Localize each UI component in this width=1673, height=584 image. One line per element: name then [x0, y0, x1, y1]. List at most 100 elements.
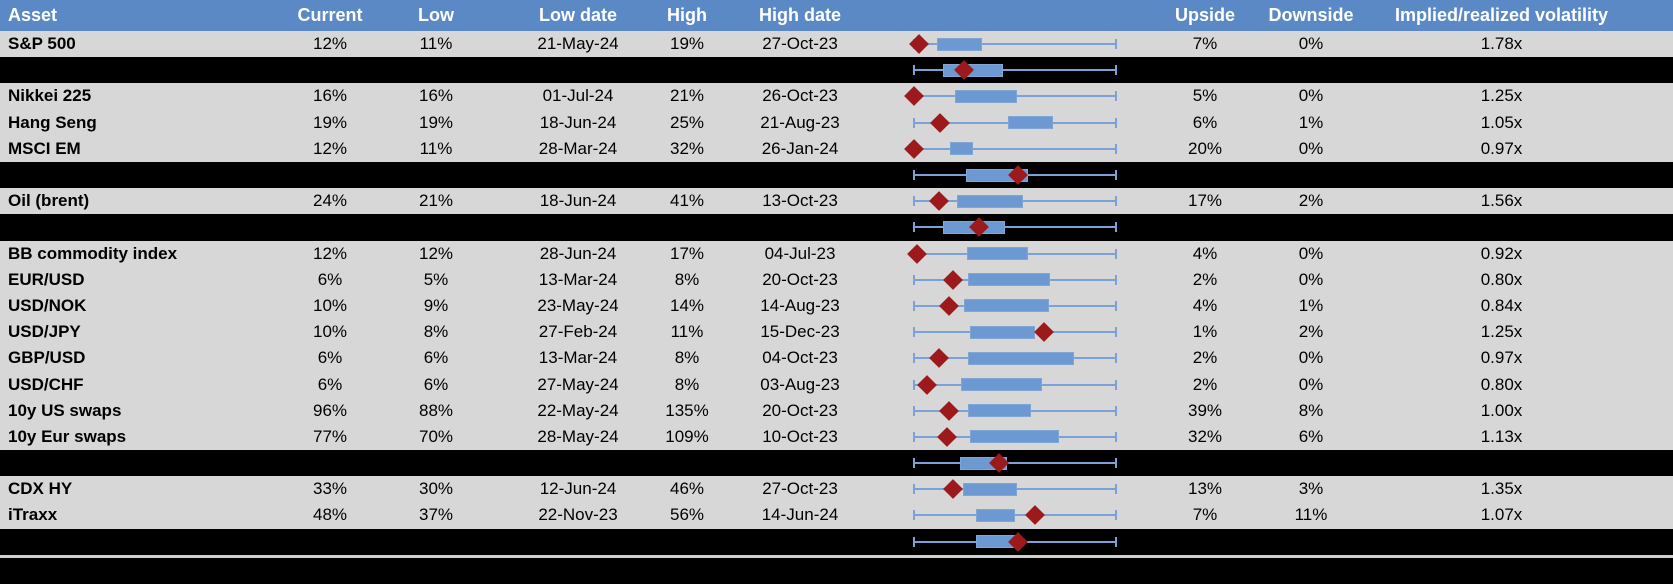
- cell-high_date: 04-Jul-23: [764, 243, 836, 263]
- cell-current: [290, 214, 378, 240]
- cell-low: [378, 558, 484, 584]
- current-diamond-marker: [938, 296, 959, 316]
- cell-range: [870, 529, 1150, 555]
- cell-vol: [1380, 529, 1673, 555]
- range-boxplot: [913, 529, 1117, 555]
- cell-downside: 0%: [1298, 269, 1324, 289]
- cell-range: [870, 57, 1150, 83]
- cell-upside: 6%: [1192, 112, 1218, 132]
- cell-low: 70%: [418, 426, 454, 446]
- cell-low: 9%: [423, 295, 449, 315]
- cell-range: [870, 345, 1150, 371]
- whisker-line: [913, 514, 1117, 517]
- cell-upside: 7%: [1192, 505, 1218, 525]
- range-box: [937, 37, 983, 51]
- cell-high_date: 04-Oct-23: [762, 348, 838, 368]
- cell-current: 16%: [312, 86, 348, 106]
- header-vol: Implied/realized volatility: [1394, 5, 1609, 25]
- cell-low_date: [484, 529, 644, 555]
- cell-current: [290, 558, 378, 584]
- cell-vol: 1.25x: [1480, 86, 1523, 106]
- cell-current: 12%: [312, 243, 348, 263]
- row-msci-em: MSCI EM 12% 11% 28-Mar-24 32% 26-Jan-24 20% 0% 0…: [0, 135, 1673, 162]
- cell-vol: 0.84x: [1480, 295, 1523, 315]
- cell-downside: 0%: [1298, 86, 1324, 106]
- header-low_date: Low date: [538, 5, 617, 25]
- cell-vol: 1.00x: [1480, 400, 1523, 420]
- cell-high_date: 27-Oct-23: [762, 34, 838, 54]
- cell-downside: 0%: [1298, 374, 1324, 394]
- current-diamond-marker: [938, 400, 959, 421]
- header-high: High: [667, 5, 707, 25]
- header-row: Asset Current Low Low date High High date Upsi…: [0, 0, 1673, 31]
- row-separator-5: [0, 528, 1673, 555]
- cell-asset: [0, 214, 290, 240]
- cell-high: [644, 450, 730, 476]
- cell-current: 33%: [312, 479, 348, 499]
- cell-vol: 1.78x: [1480, 34, 1523, 54]
- cell-low: 88%: [418, 400, 454, 420]
- whisker-cap-left: [913, 117, 915, 128]
- cell-current: 12%: [312, 34, 348, 54]
- cell-current: 48%: [312, 505, 348, 525]
- cell-low_date: [484, 558, 644, 584]
- cell-high: 11%: [670, 322, 704, 342]
- whisker-cap-left: [913, 458, 915, 469]
- cell-low_date: [484, 450, 644, 476]
- current-diamond-marker: [928, 191, 949, 212]
- range-box: [949, 142, 974, 156]
- range-box: [968, 273, 1050, 287]
- cell-low: 5%: [423, 269, 449, 289]
- whisker-cap-right: [1115, 117, 1117, 128]
- cell-current: 12%: [312, 138, 348, 158]
- cell-current: [290, 450, 378, 476]
- row-10y-us-swaps: 10y US swaps 96% 88% 22-May-24 135% 20-Oct-23…: [0, 397, 1673, 424]
- thin-gray-line: [0, 554, 1673, 558]
- row-usd-nok: USD/NOK 10% 9% 23-May-24 14% 14-Aug-23 4% 1% 0.8…: [0, 292, 1673, 320]
- cell-vol: [1380, 57, 1673, 83]
- cell-high: 8%: [674, 374, 700, 394]
- cell-upside: 17%: [1187, 191, 1223, 211]
- cell-high_date: 15-Dec-23: [760, 322, 840, 342]
- cell-asset: MSCI EM: [8, 138, 81, 158]
- cell-high: 32%: [669, 138, 705, 158]
- whisker-cap-right: [1115, 484, 1117, 495]
- range-boxplot: [913, 424, 1117, 450]
- row-hang-seng: Hang Seng 19% 19% 18-Jun-24 25% 21-Aug-23 6% 1%…: [0, 109, 1673, 136]
- row-separator-4: [0, 450, 1673, 477]
- row-cdx-hy: CDX HY 33% 30% 12-Jun-24 46% 27-Oct-23 13% 3% 1.…: [0, 476, 1673, 503]
- row-gbp-usd: GBP/USD 6% 6% 13-Mar-24 8% 04-Oct-23 2% 0% 0.97x: [0, 345, 1673, 372]
- whisker-cap-right: [1115, 353, 1117, 364]
- cell-range: [870, 450, 1150, 476]
- cell-downside: 6%: [1298, 426, 1324, 446]
- cell-range: [870, 319, 1150, 345]
- cell-downside: 0%: [1298, 243, 1324, 263]
- range-box: [954, 89, 1018, 103]
- whisker-cap-left: [913, 300, 915, 311]
- cell-current: 96%: [312, 400, 348, 420]
- cell-high: [644, 162, 730, 188]
- cell-current: [290, 57, 378, 83]
- cell-asset: USD/CHF: [8, 374, 84, 394]
- cell-high_date: 20-Oct-23: [762, 400, 838, 420]
- whisker-cap-right: [1115, 431, 1117, 442]
- cell-asset: Nikkei 225: [8, 86, 92, 106]
- cell-high_date: [730, 214, 870, 240]
- cell-low_date: 23-May-24: [537, 295, 619, 315]
- cell-downside: 2%: [1298, 191, 1324, 211]
- row-nikkei-225: Nikkei 225 16% 16% 01-Jul-24 21% 26-Oct-23 5% 0…: [0, 83, 1673, 110]
- cell-vol: 0.80x: [1480, 374, 1523, 394]
- cell-low: 8%: [423, 322, 449, 342]
- whisker-cap-right: [1115, 196, 1117, 207]
- cell-high_date: 13-Oct-23: [762, 191, 838, 211]
- whisker-cap-left: [913, 170, 915, 181]
- whisker-cap-right: [1115, 300, 1117, 311]
- whisker-cap-left: [913, 536, 915, 547]
- cell-vol: [1380, 162, 1673, 188]
- cell-high: 135%: [665, 400, 709, 420]
- whisker-line: [913, 226, 1117, 229]
- range-box: [970, 325, 1036, 339]
- cell-asset: CDX HY: [8, 479, 73, 499]
- whisker-cap-left: [913, 510, 915, 521]
- cell-range: [870, 136, 1150, 162]
